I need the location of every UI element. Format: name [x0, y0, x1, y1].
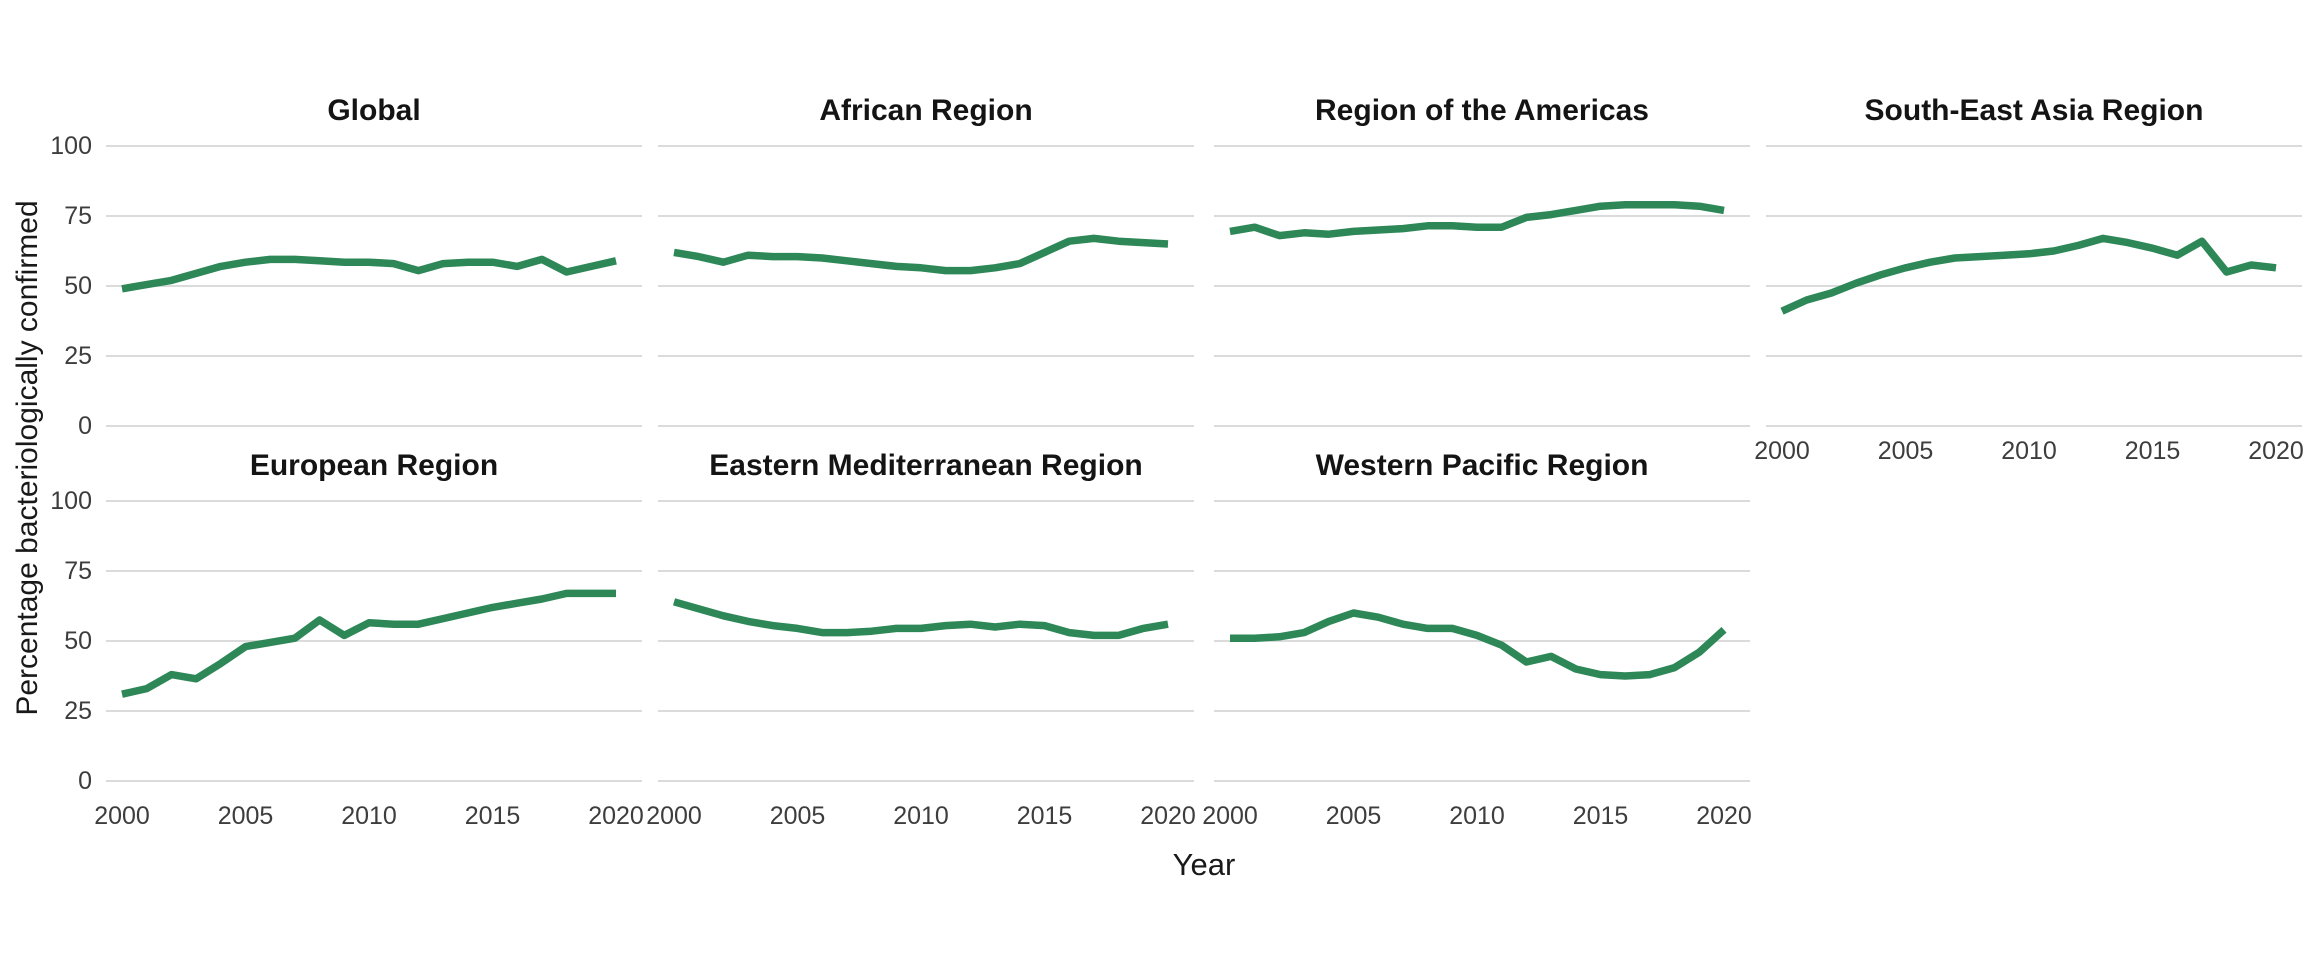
- x-tick-label-2015: 2015: [1572, 802, 1629, 830]
- facet-title-global: Global: [327, 94, 421, 127]
- y-tick-label-25: 25: [64, 342, 92, 370]
- x-tick-label-2005: 2005: [1325, 802, 1382, 830]
- x-tick-labels-eastern-mediterranean: 2000 2005 2010 2015 2020: [646, 800, 1196, 832]
- y-tick-label-0: 0: [78, 412, 92, 440]
- x-tick-label-2005: 2005: [217, 802, 274, 830]
- y-tick-label-75: 75: [64, 202, 92, 230]
- x-tick-label-2000: 2000: [1202, 802, 1258, 830]
- x-tick-label-2020: 2020: [1696, 802, 1752, 830]
- x-tick-label-2015: 2015: [2124, 437, 2181, 465]
- y-tick-label-75: 75: [64, 557, 92, 585]
- trend-line: [672, 598, 1169, 640]
- facet-title-african-region: African Region: [819, 94, 1033, 127]
- y-tick-labels-row-2: 100 75 50 25 0: [0, 483, 92, 795]
- x-tick-label-2010: 2010: [1449, 802, 1505, 830]
- x-axis-title: Year: [1172, 847, 1236, 882]
- y-tick-label-50: 50: [64, 627, 92, 655]
- trend-line: [1229, 201, 1725, 240]
- line-plot-global: [106, 145, 642, 427]
- x-tick-label-2000: 2000: [646, 802, 702, 830]
- line-plot-south-east-asia: [1766, 145, 2302, 427]
- x-tick-labels-south-east-asia: 2000 2005 2010 2015 2020: [1754, 435, 2304, 467]
- facet-title-americas: Region of the Americas: [1315, 94, 1649, 127]
- x-tick-label-2010: 2010: [341, 802, 397, 830]
- x-tick-label-2015: 2015: [464, 802, 521, 830]
- facet-title-south-east-asia: South-East Asia Region: [1864, 94, 2204, 127]
- x-tick-label-2000: 2000: [94, 802, 150, 830]
- line-plot-western-pacific: [1214, 500, 1750, 782]
- x-tick-label-2020: 2020: [1140, 802, 1196, 830]
- x-tick-label-2020: 2020: [2248, 437, 2304, 465]
- facet-title-european-region: European Region: [249, 449, 499, 482]
- y-tick-label-100: 100: [50, 132, 92, 160]
- trend-line: [121, 589, 616, 698]
- x-tick-label-2005: 2005: [1877, 437, 1934, 465]
- line-plot-eastern-mediterranean: [658, 500, 1194, 782]
- y-tick-label-50: 50: [64, 272, 92, 300]
- x-tick-labels-european-region: 2000 2005 2010 2015 2020: [94, 800, 644, 832]
- x-tick-label-2005: 2005: [769, 802, 826, 830]
- line-plot-americas: [1214, 145, 1750, 427]
- line-plot-african-region: [658, 145, 1194, 427]
- y-tick-label-0: 0: [78, 767, 92, 795]
- trend-line: [673, 234, 1169, 275]
- x-tick-label-2020: 2020: [588, 802, 644, 830]
- x-tick-labels-western-pacific: 2000 2005 2010 2015 2020: [1202, 800, 1752, 832]
- trend-line: [1780, 234, 2277, 315]
- y-tick-label-100: 100: [50, 487, 92, 515]
- facet-title-western-pacific: Western Pacific Region: [1315, 449, 1649, 482]
- facet-title-eastern-mediterranean: Eastern Mediterranean Region: [709, 449, 1143, 482]
- x-tick-label-2000: 2000: [1754, 437, 1810, 465]
- trend-line: [121, 255, 617, 293]
- y-tick-label-25: 25: [64, 697, 92, 725]
- trend-line: [1230, 609, 1727, 680]
- line-plot-european-region: [106, 500, 642, 782]
- x-tick-label-2010: 2010: [893, 802, 949, 830]
- x-tick-label-2015: 2015: [1016, 802, 1073, 830]
- x-tick-label-2010: 2010: [2001, 437, 2057, 465]
- y-tick-labels-row-1: 100 75 50 25 0: [0, 128, 92, 440]
